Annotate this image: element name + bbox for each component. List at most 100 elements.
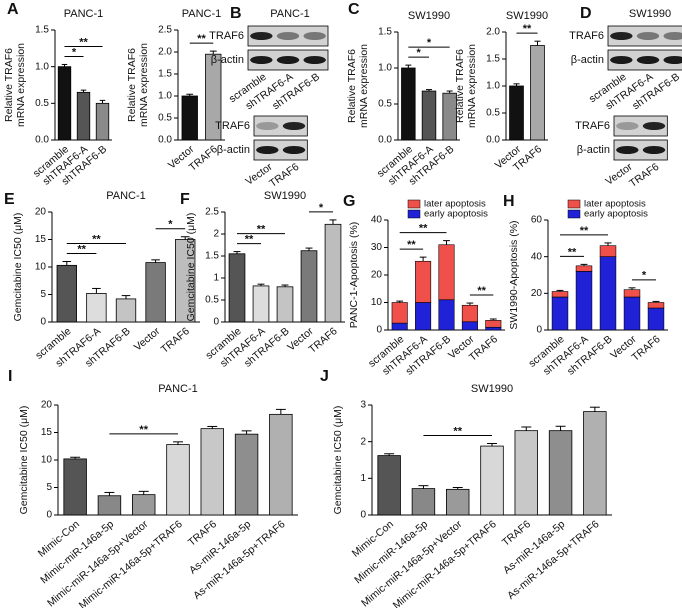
significance-label: ** — [257, 224, 266, 236]
bar — [131, 494, 156, 516]
blot-title: PANC-1 — [270, 8, 310, 20]
y-tick-label: 0.0 — [35, 135, 49, 146]
bar-segment — [599, 256, 617, 331]
bar — [401, 67, 416, 141]
significance-label: * — [319, 202, 324, 214]
error-bar — [138, 490, 149, 495]
error-bar — [257, 283, 265, 286]
y-tick-label: 1.0 — [158, 91, 172, 102]
error-bar — [487, 443, 497, 447]
bar-segment — [623, 296, 641, 331]
y-axis-label: Gemcitabine IC50 (μM) — [185, 213, 197, 322]
significance-label: ** — [407, 239, 416, 251]
blot-strip — [613, 115, 668, 137]
legend-swatch — [407, 199, 421, 209]
y-tick-label: 0.5 — [158, 113, 172, 124]
bar — [95, 102, 110, 141]
chart-title: PANC-1 — [64, 8, 104, 20]
blot-band — [282, 122, 306, 130]
error-bar — [604, 242, 612, 246]
blot-row-label: β-actin — [217, 144, 250, 156]
y-tick-label: 2.5 — [158, 25, 172, 36]
y-tick-label: 1.0 — [378, 63, 392, 74]
error-bar — [452, 487, 463, 490]
y-tick-label: 0.5 — [35, 98, 49, 109]
error-bar — [61, 63, 68, 67]
y-tick-label: 3 — [360, 400, 366, 411]
error-bar — [186, 93, 194, 96]
error-bar — [305, 247, 313, 251]
y-tick-label: 20 — [35, 207, 47, 218]
y-tick-label: 0 — [213, 317, 219, 328]
bar-segment — [599, 245, 617, 257]
error-bar — [121, 295, 131, 299]
significance-label: ** — [453, 425, 462, 437]
y-tick-label: 1 — [213, 273, 219, 284]
legend-label: later apoptosis — [584, 199, 646, 210]
blot-row-label: β-actin — [577, 144, 610, 156]
blot-row-label: TRAF6 — [215, 120, 250, 132]
chart-title: SW1990 — [471, 383, 513, 395]
y-tick-label: 0.5 — [486, 108, 500, 119]
y-tick-label: 2 — [213, 229, 219, 240]
error-bar — [104, 491, 115, 496]
bar — [200, 428, 225, 516]
significance-label: ** — [139, 424, 148, 436]
y-tick-label: 0 — [46, 510, 52, 521]
error-bar — [418, 485, 429, 489]
y-tick-label: 30 — [371, 242, 383, 253]
error-bar — [384, 453, 395, 456]
error-bar — [489, 318, 497, 321]
y-tick-label: 0 — [536, 325, 542, 336]
y-tick-label: 0.5 — [378, 99, 392, 110]
error-bar — [513, 83, 520, 86]
y-tick-label: 0 — [376, 325, 382, 336]
blot-row-label: β-actin — [571, 54, 604, 66]
error-bar — [589, 406, 600, 412]
bar — [166, 444, 190, 516]
bar — [57, 66, 72, 141]
significance-label: * — [417, 47, 422, 59]
bar-segment — [438, 244, 455, 301]
blot-band — [610, 56, 633, 64]
error-bar — [207, 425, 218, 429]
legend-label: early apoptosis — [584, 209, 648, 220]
error-bar — [628, 287, 636, 290]
legend-label: later apoptosis — [424, 199, 486, 210]
bar — [509, 85, 524, 141]
legend-swatch — [567, 209, 581, 219]
chart-title: SW1990 — [264, 190, 306, 202]
significance-label: ** — [79, 36, 88, 48]
blot-row-label: β-actin — [211, 54, 244, 66]
bar-segment — [551, 291, 569, 298]
significance-label: ** — [568, 246, 577, 258]
bar — [63, 458, 87, 516]
y-tick-label: 20 — [531, 288, 543, 299]
blot-band — [642, 146, 666, 154]
blot-band — [256, 146, 279, 154]
error-bar — [281, 284, 289, 287]
y-tick-label: 20 — [371, 270, 383, 281]
blot-lane-label: TRAF6 — [627, 161, 661, 190]
bar — [252, 285, 270, 323]
panel-letter: H — [503, 193, 515, 210]
y-tick-label: 1.5 — [486, 54, 500, 65]
blot-band — [636, 56, 660, 64]
blot-row-label: TRAF6 — [209, 30, 244, 42]
legend-swatch — [567, 199, 581, 209]
y-axis-label: Relative TRAF6 — [126, 48, 138, 122]
bar-segment — [551, 296, 569, 331]
error-bar — [180, 236, 190, 240]
significance-label: * — [168, 219, 173, 231]
error-bar — [556, 289, 564, 292]
bar — [514, 430, 539, 516]
error-bar — [275, 408, 286, 415]
error-bar — [92, 287, 101, 294]
y-tick-label: 40 — [371, 215, 383, 226]
bar — [377, 455, 401, 516]
significance-label: ** — [523, 23, 532, 35]
blot-band — [663, 56, 682, 64]
significance-label: ** — [197, 33, 206, 45]
blot-band — [250, 56, 273, 64]
